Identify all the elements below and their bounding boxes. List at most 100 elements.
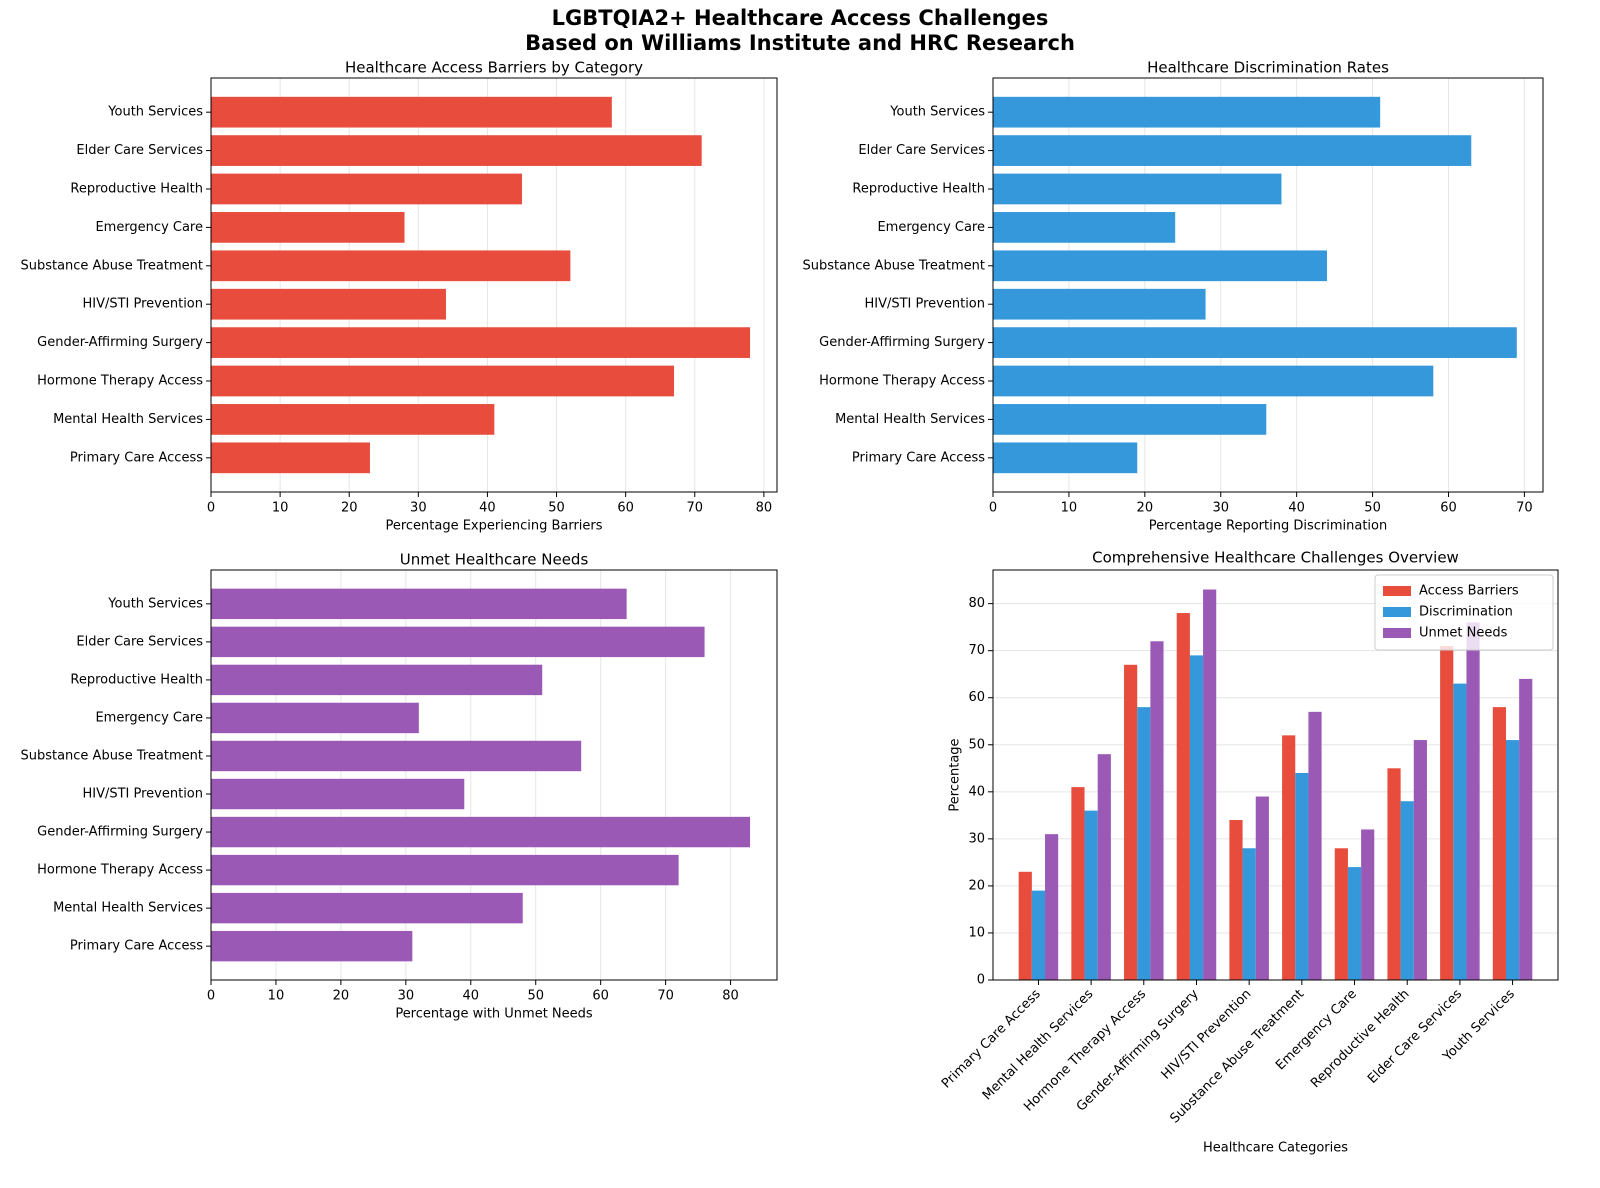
x-tick-label: 60 — [592, 989, 609, 1004]
bar — [1071, 787, 1085, 980]
bar — [1347, 867, 1362, 980]
legend-box — [1374, 574, 1554, 651]
bar — [211, 740, 582, 772]
y-tick-label: Elder Care Services — [858, 143, 985, 158]
y-tick-label: Elder Care Services — [76, 634, 203, 649]
bar — [211, 442, 370, 474]
y-tick-label: Emergency Care — [95, 220, 203, 235]
bar — [211, 702, 419, 734]
bar — [211, 250, 571, 282]
bar — [1413, 740, 1427, 980]
bar — [993, 442, 1138, 474]
y-tick-label: Hormone Therapy Access — [819, 374, 985, 389]
bar — [211, 288, 446, 320]
bar — [1492, 707, 1506, 980]
axis-title: Healthcare Discrimination Rates — [1147, 59, 1389, 77]
bar — [993, 365, 1434, 397]
y-tick-label: Elder Care Services — [76, 143, 203, 158]
legend-label: Access Barriers — [1419, 584, 1519, 599]
x-tick-label: 40 — [479, 501, 496, 516]
axis-title: Unmet Healthcare Needs — [400, 551, 589, 569]
bar — [993, 404, 1267, 435]
bar — [1203, 589, 1217, 980]
axes-frame — [210, 569, 778, 981]
y-tick-label: Youth Services — [889, 105, 985, 120]
bar — [993, 135, 1472, 166]
bar — [1189, 655, 1204, 980]
bar — [211, 365, 675, 397]
x-tick-label: 0 — [207, 989, 215, 1004]
y-tick-label: 50 — [968, 737, 985, 752]
x-tick-label: 30 — [398, 989, 415, 1004]
y-tick-label: Primary Care Access — [852, 450, 985, 465]
y-tick-label: Substance Abuse Treatment — [802, 258, 985, 273]
bar — [211, 327, 751, 358]
figure-title: LGBTQIA2+ Healthcare Access Challenges B… — [525, 6, 1075, 55]
x-tick-label: 20 — [333, 989, 350, 1004]
y-tick-label: Mental Health Services — [835, 412, 985, 427]
legend-label: Discrimination — [1419, 605, 1513, 620]
bar — [211, 626, 705, 658]
x-tick-label: Reproductive Health — [1308, 987, 1412, 1091]
legend-label: Unmet Needs — [1419, 626, 1508, 641]
bar — [993, 173, 1282, 205]
legend-swatch — [1383, 628, 1411, 638]
bar — [1295, 773, 1309, 980]
axes-frame — [210, 77, 778, 493]
x-tick-label: 30 — [410, 501, 427, 516]
x-tick-label: 0 — [989, 501, 997, 516]
x-tick-label: 40 — [463, 989, 480, 1004]
bar — [211, 892, 523, 924]
x-axis-label: Healthcare Categories — [1203, 1141, 1348, 1156]
x-tick-label: HIV/STI Prevention — [1159, 987, 1255, 1083]
bar — [211, 96, 612, 128]
x-tick-label: 80 — [722, 989, 739, 1004]
bar — [1255, 796, 1269, 980]
axes-frame — [992, 569, 1559, 981]
axis-title: Healthcare Access Barriers by Category — [345, 59, 643, 77]
y-tick-label: Youth Services — [107, 105, 203, 120]
bar — [1097, 754, 1111, 980]
bar — [1242, 848, 1256, 980]
bar — [1150, 641, 1164, 980]
y-tick-label: Hormone Therapy Access — [37, 863, 203, 878]
y-tick-label: Emergency Care — [95, 710, 203, 725]
y-tick-label: 20 — [968, 878, 985, 893]
bar — [1031, 890, 1046, 980]
y-tick-label: Emergency Care — [877, 220, 985, 235]
y-tick-label: Primary Care Access — [70, 450, 203, 465]
bar — [211, 135, 702, 166]
legend-swatch — [1383, 607, 1411, 617]
x-tick-label: 50 — [1364, 501, 1381, 516]
bar — [1519, 678, 1533, 980]
x-tick-label: 50 — [527, 989, 544, 1004]
bar — [211, 854, 679, 886]
y-tick-label: Gender-Affirming Surgery — [819, 335, 985, 350]
bar — [993, 288, 1206, 320]
axes-frame — [992, 77, 1544, 493]
legend-swatch — [1383, 586, 1411, 596]
y-tick-label: Gender-Affirming Surgery — [37, 335, 203, 350]
y-tick-label: 80 — [968, 596, 985, 611]
bar — [993, 250, 1328, 282]
x-tick-label: 10 — [272, 501, 289, 516]
bar — [1018, 871, 1032, 980]
x-axis-label: Percentage Reporting Discrimination — [1149, 519, 1387, 534]
y-tick-label: HIV/STI Prevention — [864, 297, 985, 312]
x-tick-label: 10 — [1061, 501, 1078, 516]
x-tick-label: Primary Care Access — [939, 987, 1044, 1092]
x-tick-label: 20 — [341, 501, 358, 516]
y-tick-label: 10 — [968, 925, 985, 940]
x-axis-label: Percentage with Unmet Needs — [395, 1007, 593, 1022]
x-tick-label: 20 — [1137, 501, 1154, 516]
bar — [993, 327, 1517, 358]
y-tick-label: 70 — [968, 643, 985, 658]
bar — [1045, 834, 1059, 980]
y-tick-label: Substance Abuse Treatment — [20, 258, 203, 273]
bar — [1334, 848, 1348, 980]
x-tick-label: 70 — [657, 989, 674, 1004]
y-tick-label: Reproductive Health — [70, 672, 203, 687]
bar — [1282, 735, 1296, 980]
